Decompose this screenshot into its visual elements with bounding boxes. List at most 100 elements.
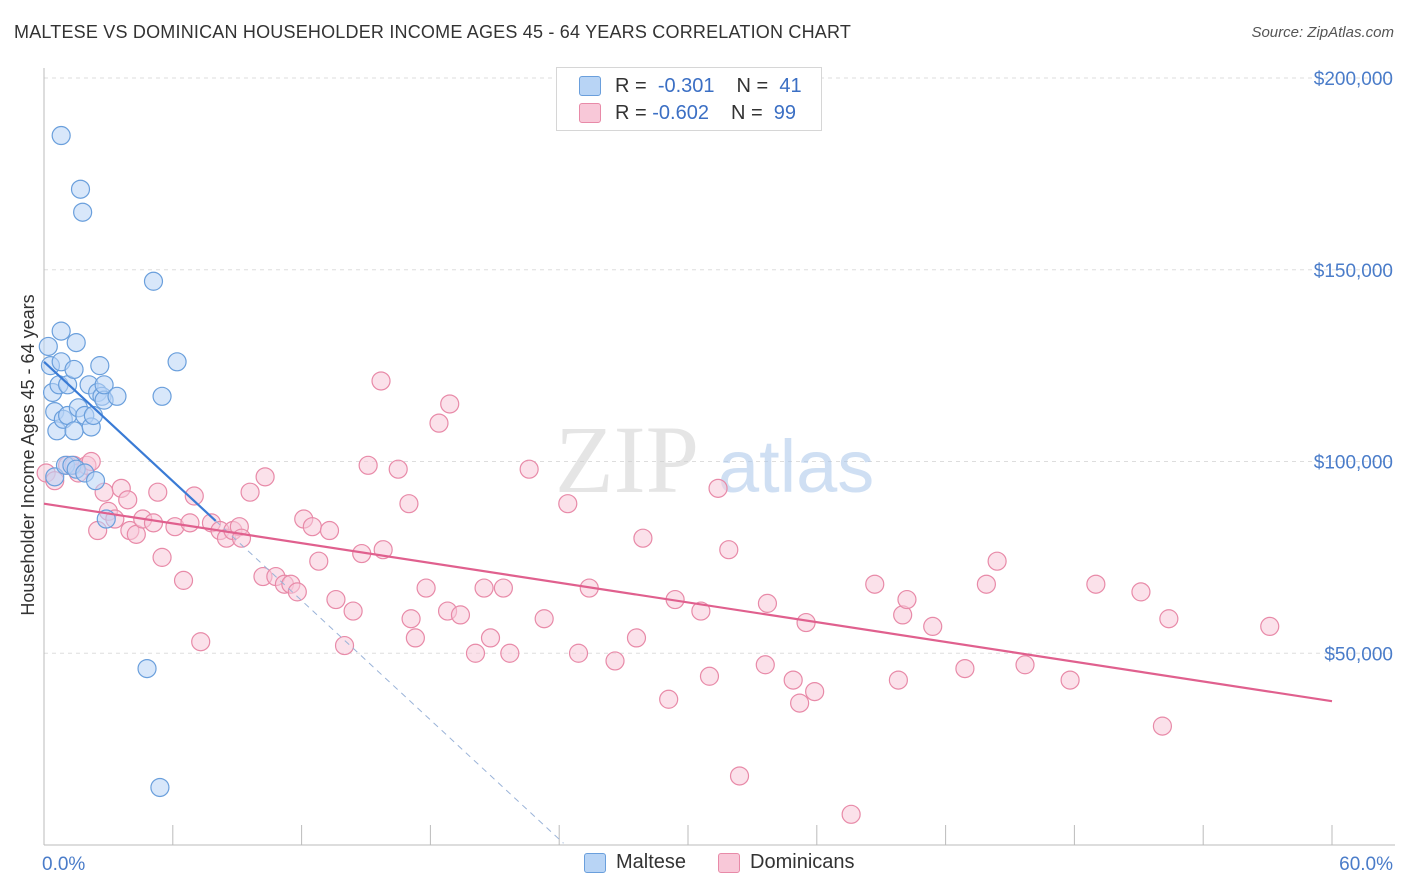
y-tick-label: $150,000 [1314,261,1393,282]
series-legend-maltese[interactable]: Maltese [584,851,686,874]
dominican-point [699,666,720,686]
dominican-point [493,578,513,598]
legend-swatch-dominicans [579,103,601,123]
dominican-point [1159,609,1179,629]
dominican-point [708,478,728,498]
dominican-point [173,570,194,590]
maltese-point [143,271,164,291]
y-axis-label: Householder Income Ages 45 - 64 years [18,294,38,615]
dominican-point [180,513,200,533]
legend-row-dominicans: R = -0.602 N = 99 [579,101,796,125]
y-tick-labels: $50,000 $100,000 $150,000 $200,000 [1314,69,1393,665]
dominican-point [865,574,885,594]
dominican-point [633,528,653,548]
maltese-point [64,359,84,380]
dominican-point [302,517,322,537]
legend-dominicans-r-value: -0.602 [652,101,709,124]
dominican-point [319,520,340,541]
dominican-point [358,455,378,475]
legend-row-maltese: R = -0.301 N = 41 [579,74,802,98]
dominican-point [152,547,172,567]
dominican-point [659,689,679,709]
dominican-point [429,413,449,433]
maltese-point [73,202,93,222]
legend-swatch-maltese [579,76,601,96]
legend-maltese-n-label: N = [736,74,769,97]
maltese-point [51,321,71,341]
maltese-trend-line [43,360,217,522]
dominican-point [757,593,778,613]
dominican-point [326,589,346,610]
dominican-point [480,628,501,648]
grid-lines [44,77,1395,654]
dominican-point [399,494,419,514]
watermark-atlas: atlas [718,425,874,508]
dominican-point [450,605,471,625]
dominican-point [783,670,803,690]
dominican-point [755,655,775,675]
dominican-point [1060,670,1080,690]
series-swatch-maltese [584,852,606,873]
dominican-point [729,766,750,786]
dominican-point [1086,574,1106,594]
maltese-point [38,336,58,357]
dominican-point [519,459,539,479]
dominican-point [691,601,711,621]
watermark: ZIP atlas [555,406,874,513]
dominican-point [841,804,861,824]
dominican-point [1260,616,1280,637]
dominican-point [790,693,810,713]
maltese-point [152,386,172,406]
dominican-point [148,482,168,502]
dominicans-points [36,371,1280,824]
dominican-point [888,670,908,690]
series-legend: Maltese Dominicans [584,851,887,874]
dominican-point [558,494,578,514]
x-tick-label-max: 60.0% [1339,854,1393,875]
dominican-point [474,578,494,598]
maltese-point [83,405,103,426]
maltese-point [51,125,71,146]
dominican-point [465,643,486,663]
axes [43,68,1395,846]
maltese-point [94,375,114,395]
maltese-point [137,658,157,679]
dominican-point [143,513,164,533]
dominican-point [388,459,408,479]
legend-dominicans-n-value: 99 [773,101,797,124]
dominican-point [371,371,391,391]
dominican-point [605,651,625,671]
series-legend-dominicans[interactable]: Dominicans [718,851,855,874]
legend-maltese-r-value: -0.301 [657,74,715,97]
dominican-point [626,628,647,648]
maltese-trend-extension [215,520,564,844]
dominican-point [897,589,917,610]
dominican-point [805,681,825,702]
dominican-point [1015,655,1035,675]
maltese-point [66,333,86,353]
series-swatch-dominicans [718,852,741,873]
dominican-point [309,551,329,571]
chart-title: MALTESE VS DOMINICAN HOUSEHOLDER INCOME … [14,22,852,42]
maltese-points [38,125,187,798]
dominican-point [568,643,589,663]
dominican-point [719,540,739,560]
dominican-point [255,467,275,487]
maltese-point [90,356,110,376]
trend-lines [43,360,1333,844]
dominican-point [401,609,421,629]
dominican-point [240,482,260,502]
legend-dominicans-r-label: R = [615,101,647,124]
legend-dominicans-n-label: N = [730,101,763,124]
dominican-point [416,578,436,598]
dominican-point [405,628,425,648]
dominican-point [987,551,1007,571]
dominican-point [191,632,211,652]
dominican-point [118,490,138,510]
y-tick-label: $50,000 [1324,644,1393,665]
series-label-dominicans: Dominicans [750,851,855,873]
x-tick-label-min: 0.0% [42,854,85,875]
dominican-point [287,582,307,602]
maltese-point [85,471,106,491]
dominican-point [1152,716,1173,736]
